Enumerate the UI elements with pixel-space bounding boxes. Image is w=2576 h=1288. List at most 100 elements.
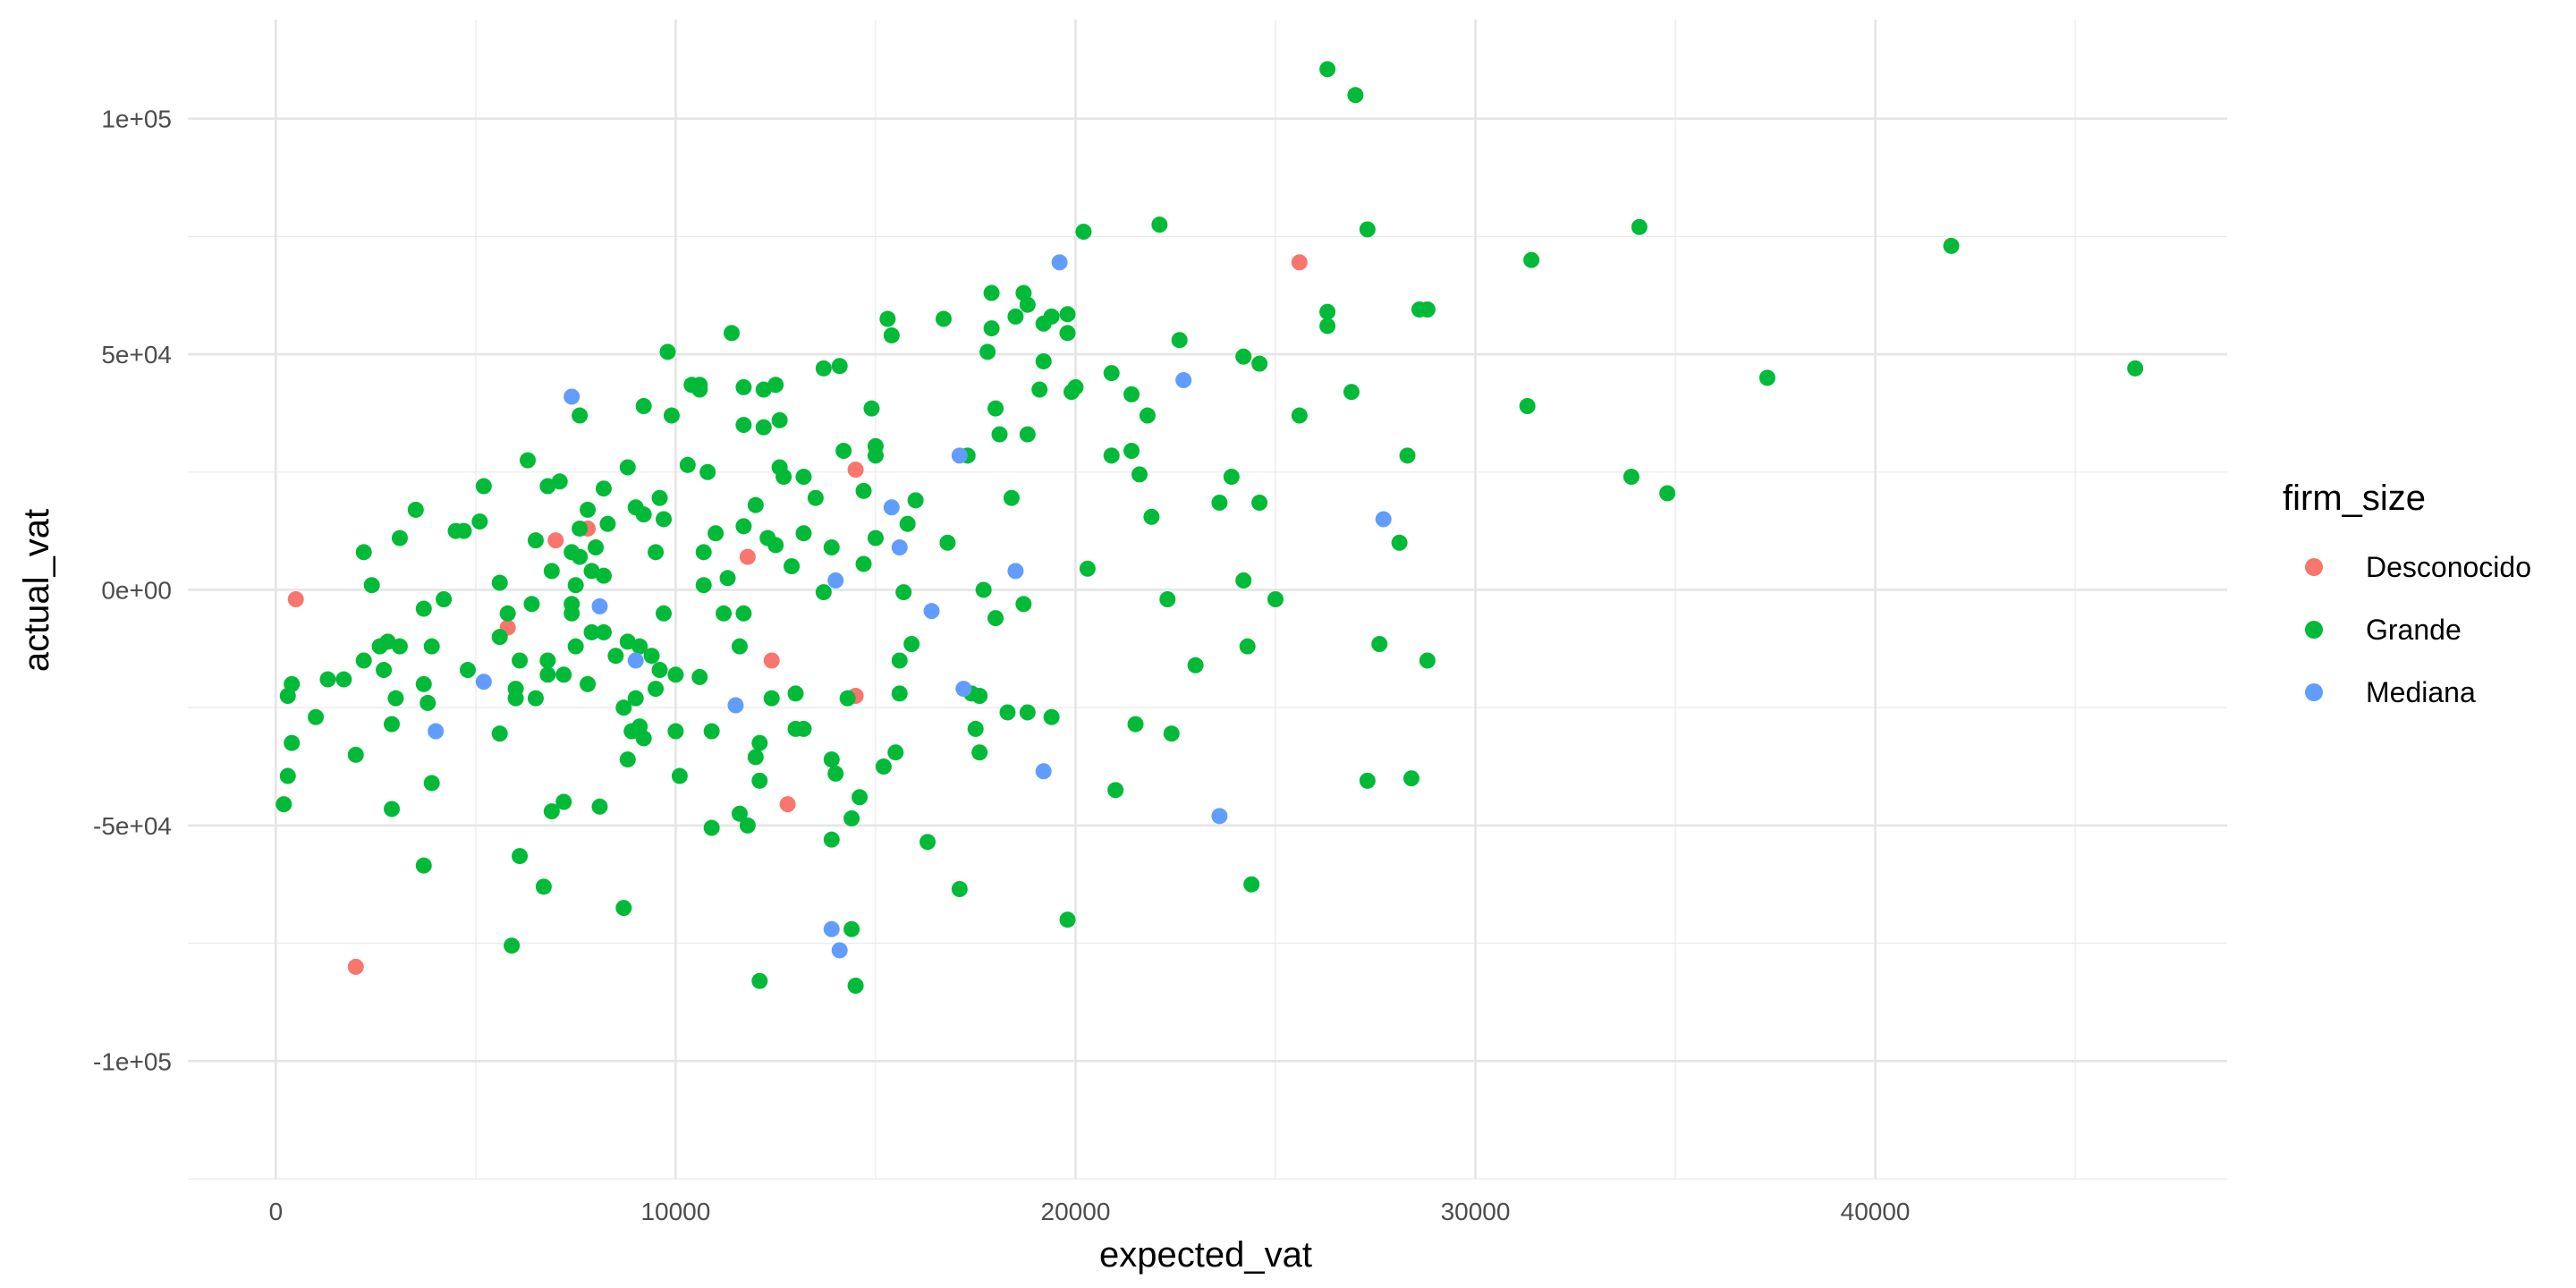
point-grande <box>823 831 840 848</box>
point-grande <box>635 506 652 523</box>
legend-label-mediana: Mediana <box>2366 676 2476 708</box>
point-mediana <box>727 697 744 714</box>
point-grande <box>1631 218 1648 235</box>
point-grande <box>663 407 680 424</box>
point-grande <box>1251 355 1268 372</box>
point-grande <box>535 878 552 895</box>
point-grande <box>739 817 756 834</box>
point-grande <box>1519 398 1536 414</box>
x-tick-label: 0 <box>269 1198 284 1225</box>
point-grande <box>731 638 748 655</box>
point-grande <box>1267 591 1284 607</box>
point-mediana <box>564 388 580 405</box>
point-grande <box>520 452 536 469</box>
point-grande <box>983 320 1000 337</box>
point-grande <box>1103 447 1120 464</box>
point-grande <box>455 522 472 539</box>
point-grande <box>843 920 860 937</box>
point-grande <box>979 343 996 360</box>
point-grande <box>751 772 768 789</box>
point-grande <box>987 400 1004 417</box>
point-grande <box>415 600 432 617</box>
legend-label-desconocido: Desconocido <box>2366 551 2531 583</box>
point-grande <box>991 426 1008 443</box>
point-grande <box>415 675 432 692</box>
point-grande <box>1403 770 1419 787</box>
point-grande <box>1243 876 1260 893</box>
point-grande <box>1043 708 1060 725</box>
point-desconocido <box>763 652 780 669</box>
point-grande <box>1419 652 1436 669</box>
point-desconocido <box>739 548 756 565</box>
point-grande <box>580 675 597 692</box>
point-grande <box>699 463 716 480</box>
point-grande <box>648 544 665 561</box>
point-grande <box>1359 772 1376 789</box>
x-axis-title: expected_vat <box>1099 1235 1312 1275</box>
point-grande <box>2127 360 2144 377</box>
point-grande <box>1107 782 1124 799</box>
point-grande <box>1059 325 1076 342</box>
point-grande <box>852 789 869 806</box>
point-grande <box>987 610 1004 627</box>
point-grande <box>651 489 668 506</box>
point-mediana <box>591 597 608 614</box>
point-grande <box>667 723 684 740</box>
point-grande <box>827 765 844 782</box>
point-grande <box>595 567 612 584</box>
point-grande <box>795 525 812 542</box>
point-grande <box>1239 638 1256 655</box>
point-grande <box>607 648 624 665</box>
point-grande <box>1043 308 1060 325</box>
point-grande <box>308 708 325 725</box>
point-grande <box>1019 426 1036 443</box>
point-grande <box>951 881 968 897</box>
point-grande <box>1659 485 1676 502</box>
point-grande <box>1235 572 1252 589</box>
point-grande <box>423 775 440 792</box>
point-grande <box>855 555 872 572</box>
point-grande <box>284 734 301 751</box>
point-grande <box>539 652 556 669</box>
point-grande <box>539 666 556 683</box>
point-grande <box>703 723 720 740</box>
point-grande <box>691 381 708 398</box>
point-grande <box>751 734 768 751</box>
point-grande <box>751 972 768 989</box>
point-mediana <box>951 447 968 464</box>
point-mediana <box>1211 808 1228 825</box>
point-grande <box>504 937 521 954</box>
point-grande <box>755 419 772 436</box>
point-mediana <box>1051 254 1068 271</box>
point-grande <box>407 501 424 518</box>
point-mediana <box>823 920 840 937</box>
point-grande <box>572 407 589 424</box>
point-grande <box>903 636 920 653</box>
point-grande <box>879 310 896 327</box>
point-grande <box>831 358 848 375</box>
point-grande <box>883 326 900 343</box>
point-grande <box>1943 237 1960 254</box>
data-points <box>275 61 2144 994</box>
point-grande <box>1291 407 1308 424</box>
point-grande <box>376 662 393 679</box>
point-grande <box>823 539 840 556</box>
point-grande <box>1059 911 1076 928</box>
point-grande <box>767 537 784 554</box>
x-tick-label: 20000 <box>1041 1198 1111 1225</box>
point-grande <box>691 668 708 685</box>
point-grande <box>583 623 600 640</box>
point-grande <box>823 751 840 768</box>
point-grande <box>847 978 864 994</box>
point-grande <box>284 675 301 692</box>
point-grande <box>279 767 296 784</box>
point-grande <box>643 648 660 665</box>
point-grande <box>631 638 648 655</box>
point-grande <box>1143 508 1160 525</box>
point-grande <box>763 690 780 707</box>
point-grande <box>527 690 544 707</box>
point-grande <box>656 511 672 528</box>
y-axis-tick-labels: -1e+05 -5e+04 0e+00 5e+04 1e+05 <box>93 106 172 1076</box>
point-grande <box>971 688 988 704</box>
